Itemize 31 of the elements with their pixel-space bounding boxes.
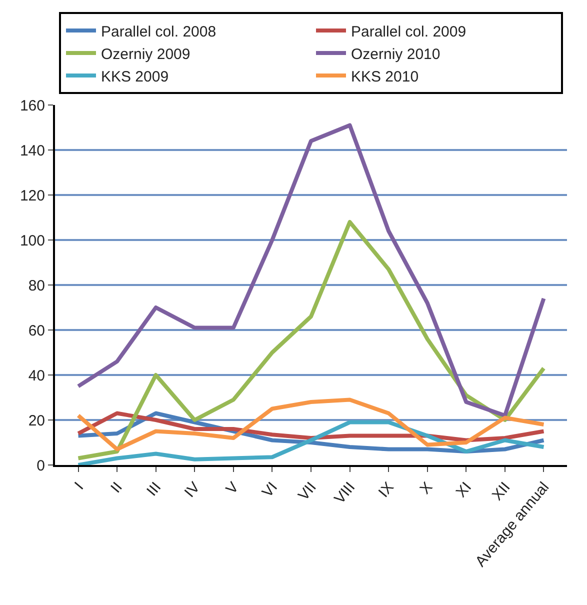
x-tick-label: II: [107, 478, 126, 496]
y-tick-label: 20: [28, 412, 45, 430]
line-series: [76, 398, 546, 452]
x-tick-label: I: [71, 478, 88, 494]
x-tick-label: VIII: [331, 478, 359, 508]
x-tick-label: XI: [452, 478, 475, 501]
line-series: [76, 220, 546, 460]
x-tick-label: VI: [258, 478, 282, 501]
y-tick-label: 140: [20, 142, 45, 160]
legend-label: Ozerniy 2010: [351, 46, 440, 63]
legend-label: Parallel col. 2009: [351, 23, 466, 40]
y-tick-label: 160: [20, 97, 45, 114]
legend-label: KKS 2010: [351, 68, 419, 86]
y-tick-label: 120: [20, 187, 45, 204]
y-tick-label: 60: [28, 322, 45, 340]
y-tick-label: 40: [28, 367, 45, 384]
y-tick-label: 100: [20, 232, 45, 250]
x-tick-label: III: [144, 478, 165, 500]
x-tick-label: IX: [375, 478, 398, 501]
y-tick-label: 0: [36, 457, 45, 474]
x-tick-label: VII: [294, 478, 320, 504]
x-tick-label: V: [222, 478, 242, 498]
line-series: [76, 123, 546, 418]
legend-label: Ozerniy 2009: [101, 46, 190, 63]
y-tick-label: 80: [28, 277, 45, 294]
line-series: [76, 420, 546, 465]
x-tick-label: IV: [181, 478, 204, 501]
legend-label: Parallel col. 2008: [101, 23, 216, 40]
legend-label: KKS 2009: [101, 68, 169, 86]
x-tick-label: XII: [488, 478, 514, 504]
x-tick-label: X: [416, 478, 436, 498]
